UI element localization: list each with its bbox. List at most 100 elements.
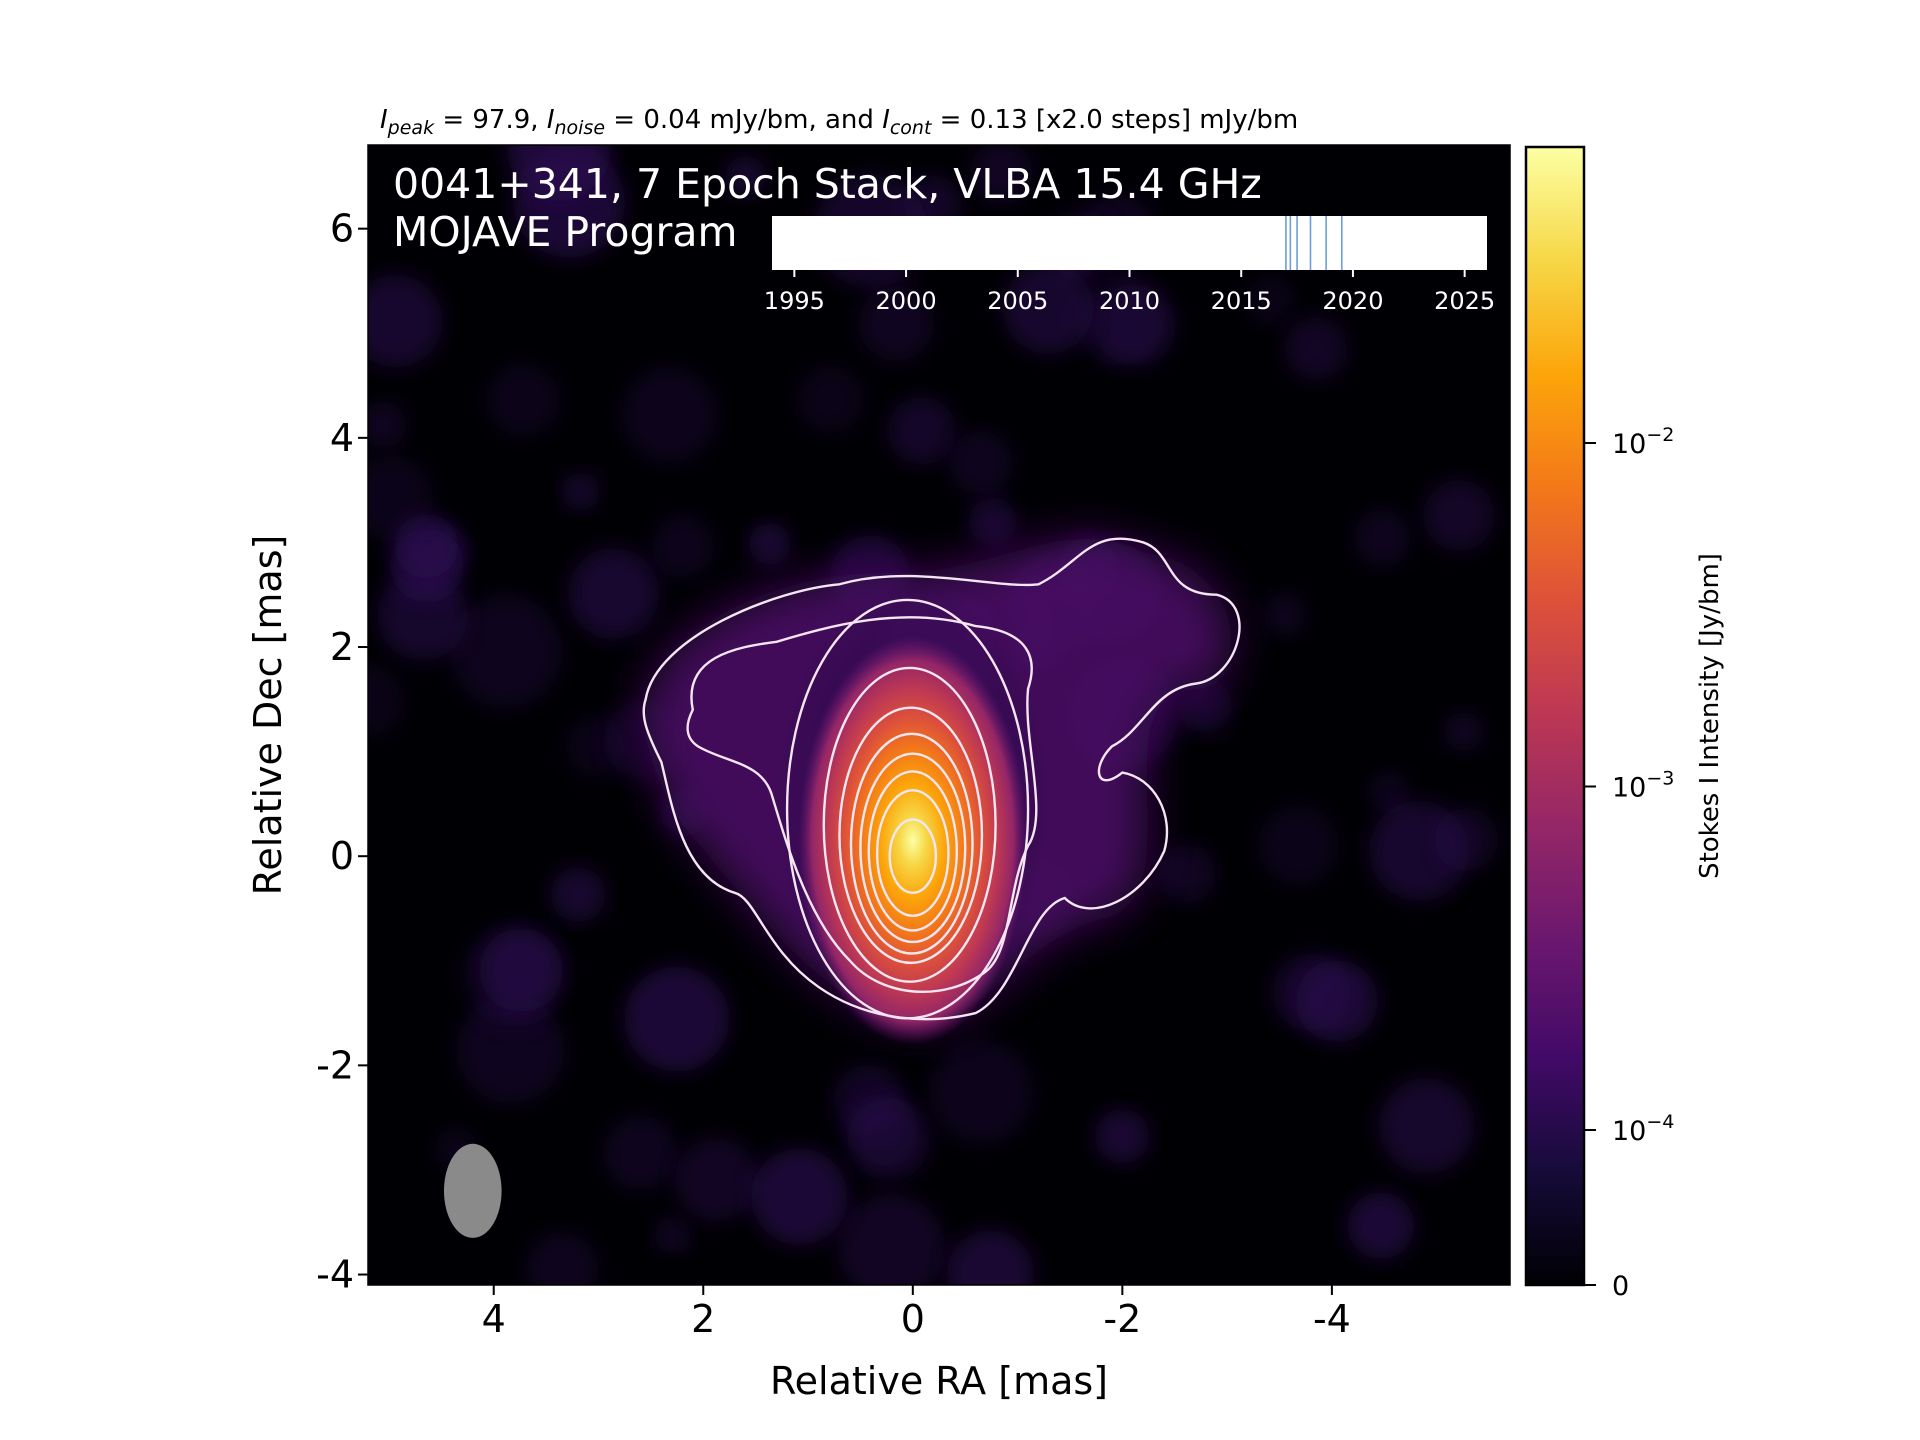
contour-line [642, 537, 1241, 1021]
noise-blob [748, 522, 791, 566]
noise-blob [368, 274, 443, 368]
noise-blob [674, 1137, 759, 1222]
y-axis-label: Relative Dec [mas] [246, 535, 290, 896]
colorbar: 10−2 10−3 10−4 0 Stokes I Intensity [Jy/bm] [1524, 145, 1725, 1302]
colorbar-label: Stokes I Intensity [Jy/bm] [1695, 553, 1725, 879]
noise-blob [1263, 593, 1307, 637]
noise-blob [887, 396, 956, 465]
epoch-tick-label: 2025 [1434, 287, 1495, 315]
noise-blob [947, 1230, 1034, 1285]
contour-line [875, 789, 950, 918]
colorbar-tick-label: 0 [1612, 1271, 1629, 1302]
y-tick-label: -2 [316, 1043, 354, 1087]
noise-blob [970, 145, 1033, 204]
x-axis-label: Relative RA [mas] [770, 1359, 1108, 1403]
contour-layer [642, 537, 1241, 1021]
contour-line [867, 770, 959, 932]
noise-blob [1284, 316, 1348, 381]
y-axis: -4 -2 0 2 4 6 [316, 207, 368, 1297]
overlay-subtitle: MOJAVE Program [393, 208, 737, 256]
noise-blob [568, 548, 660, 640]
noise-blob [968, 497, 1017, 546]
peak-text: = 97.9, [434, 105, 547, 135]
noise-blob [368, 664, 405, 737]
colorbar-tick-label: 10−2 [1612, 424, 1674, 460]
epoch-tick-label: 2000 [876, 287, 937, 315]
noise-blob [1002, 263, 1094, 354]
noise-blob [1367, 771, 1411, 815]
noise-blob [838, 1194, 945, 1285]
noise-blob [1347, 1192, 1415, 1259]
y-tick-label: 6 [330, 207, 354, 251]
epoch-lines [1285, 216, 1343, 270]
noise-blob [796, 365, 865, 434]
beam-ellipse [443, 1143, 502, 1238]
x-tick-label: 2 [691, 1297, 715, 1341]
intensity-map [368, 145, 1510, 1285]
noise-blob [1158, 844, 1216, 903]
noise-blob [1177, 678, 1232, 734]
noise-blob [603, 1116, 678, 1190]
noise-blob [507, 145, 611, 201]
epoch-tick-label: 2020 [1322, 287, 1383, 315]
noise-symbol: I [547, 105, 555, 135]
noise-blob [1354, 509, 1411, 566]
noise-blob [929, 1040, 1034, 1144]
noise-blob [368, 455, 433, 541]
noise-blob [949, 431, 1013, 495]
cont-subscript: cont [890, 117, 933, 139]
noise-blob [621, 367, 718, 463]
cont-symbol: I [882, 105, 890, 135]
x-tick-label: 0 [901, 1297, 925, 1341]
noise-blob [1246, 276, 1296, 326]
noise-subscript: noise [554, 117, 605, 139]
noise-blob [751, 1148, 848, 1245]
contour-line [888, 818, 938, 894]
noise-blob [550, 867, 606, 922]
noise-blob [846, 1094, 918, 1166]
chart-header: Ipeak = 97.9, Inoise = 0.04 mJy/bm, and … [380, 105, 1298, 139]
x-tick-label: 4 [482, 1297, 506, 1341]
contour-line [785, 598, 1030, 1020]
contour-line [838, 706, 984, 965]
colorbar-tick-label: 10−3 [1612, 768, 1674, 804]
noise-blob [1423, 479, 1495, 551]
noise-blob [1094, 1109, 1150, 1164]
noise-blob [859, 286, 934, 361]
colorbar-tick-label: 10−4 [1612, 1111, 1674, 1147]
colorbar-ticks: 10−2 10−3 10−4 0 [1584, 424, 1674, 1302]
contour-line [822, 666, 997, 983]
overlay-title: 0041+341, 7 Epoch Stack, VLBA 15.4 GHz [393, 160, 1262, 208]
noise-text: = 0.04 mJy/bm, and [605, 105, 882, 135]
epoch-ticks: 1995 2000 2005 2010 2015 2020 2025 [764, 270, 1495, 315]
noise-blob [526, 1232, 599, 1285]
epoch-tick-label: 2005 [987, 287, 1048, 315]
colorbar-gradient [1526, 147, 1584, 1285]
x-tick-label: -2 [1103, 1297, 1141, 1341]
noise-blob [479, 928, 563, 1012]
noise-blob [487, 364, 560, 437]
cont-text: = 0.13 [x2.0 steps] mJy/bm [931, 105, 1298, 135]
noise-blob [1378, 1077, 1475, 1174]
noise-blob [1258, 805, 1338, 885]
noise-blob [1434, 808, 1498, 871]
noise-blob [652, 516, 715, 578]
noise-blob [368, 401, 407, 448]
x-tick-label: -4 [1313, 1297, 1351, 1341]
peak-subscript: peak [387, 117, 435, 139]
y-tick-label: 4 [330, 416, 354, 460]
epoch-timeline-box [772, 216, 1487, 270]
contour-line [686, 616, 1038, 994]
epoch-tick-label: 2015 [1211, 287, 1272, 315]
noise-blob [561, 472, 600, 511]
peak-symbol: I [380, 105, 388, 135]
source-core [798, 636, 1028, 1045]
noise-blob [725, 155, 766, 197]
epoch-timeline: 1995 2000 2005 2010 2015 2020 2025 [764, 216, 1495, 315]
noise-blob [1075, 275, 1166, 366]
noise-blob [654, 1217, 691, 1254]
y-tick-label: 0 [330, 834, 354, 878]
epoch-tick-label: 1995 [764, 287, 825, 315]
x-axis: 4 2 0 -2 -4 [482, 1285, 1351, 1341]
noise-blob [449, 595, 563, 708]
